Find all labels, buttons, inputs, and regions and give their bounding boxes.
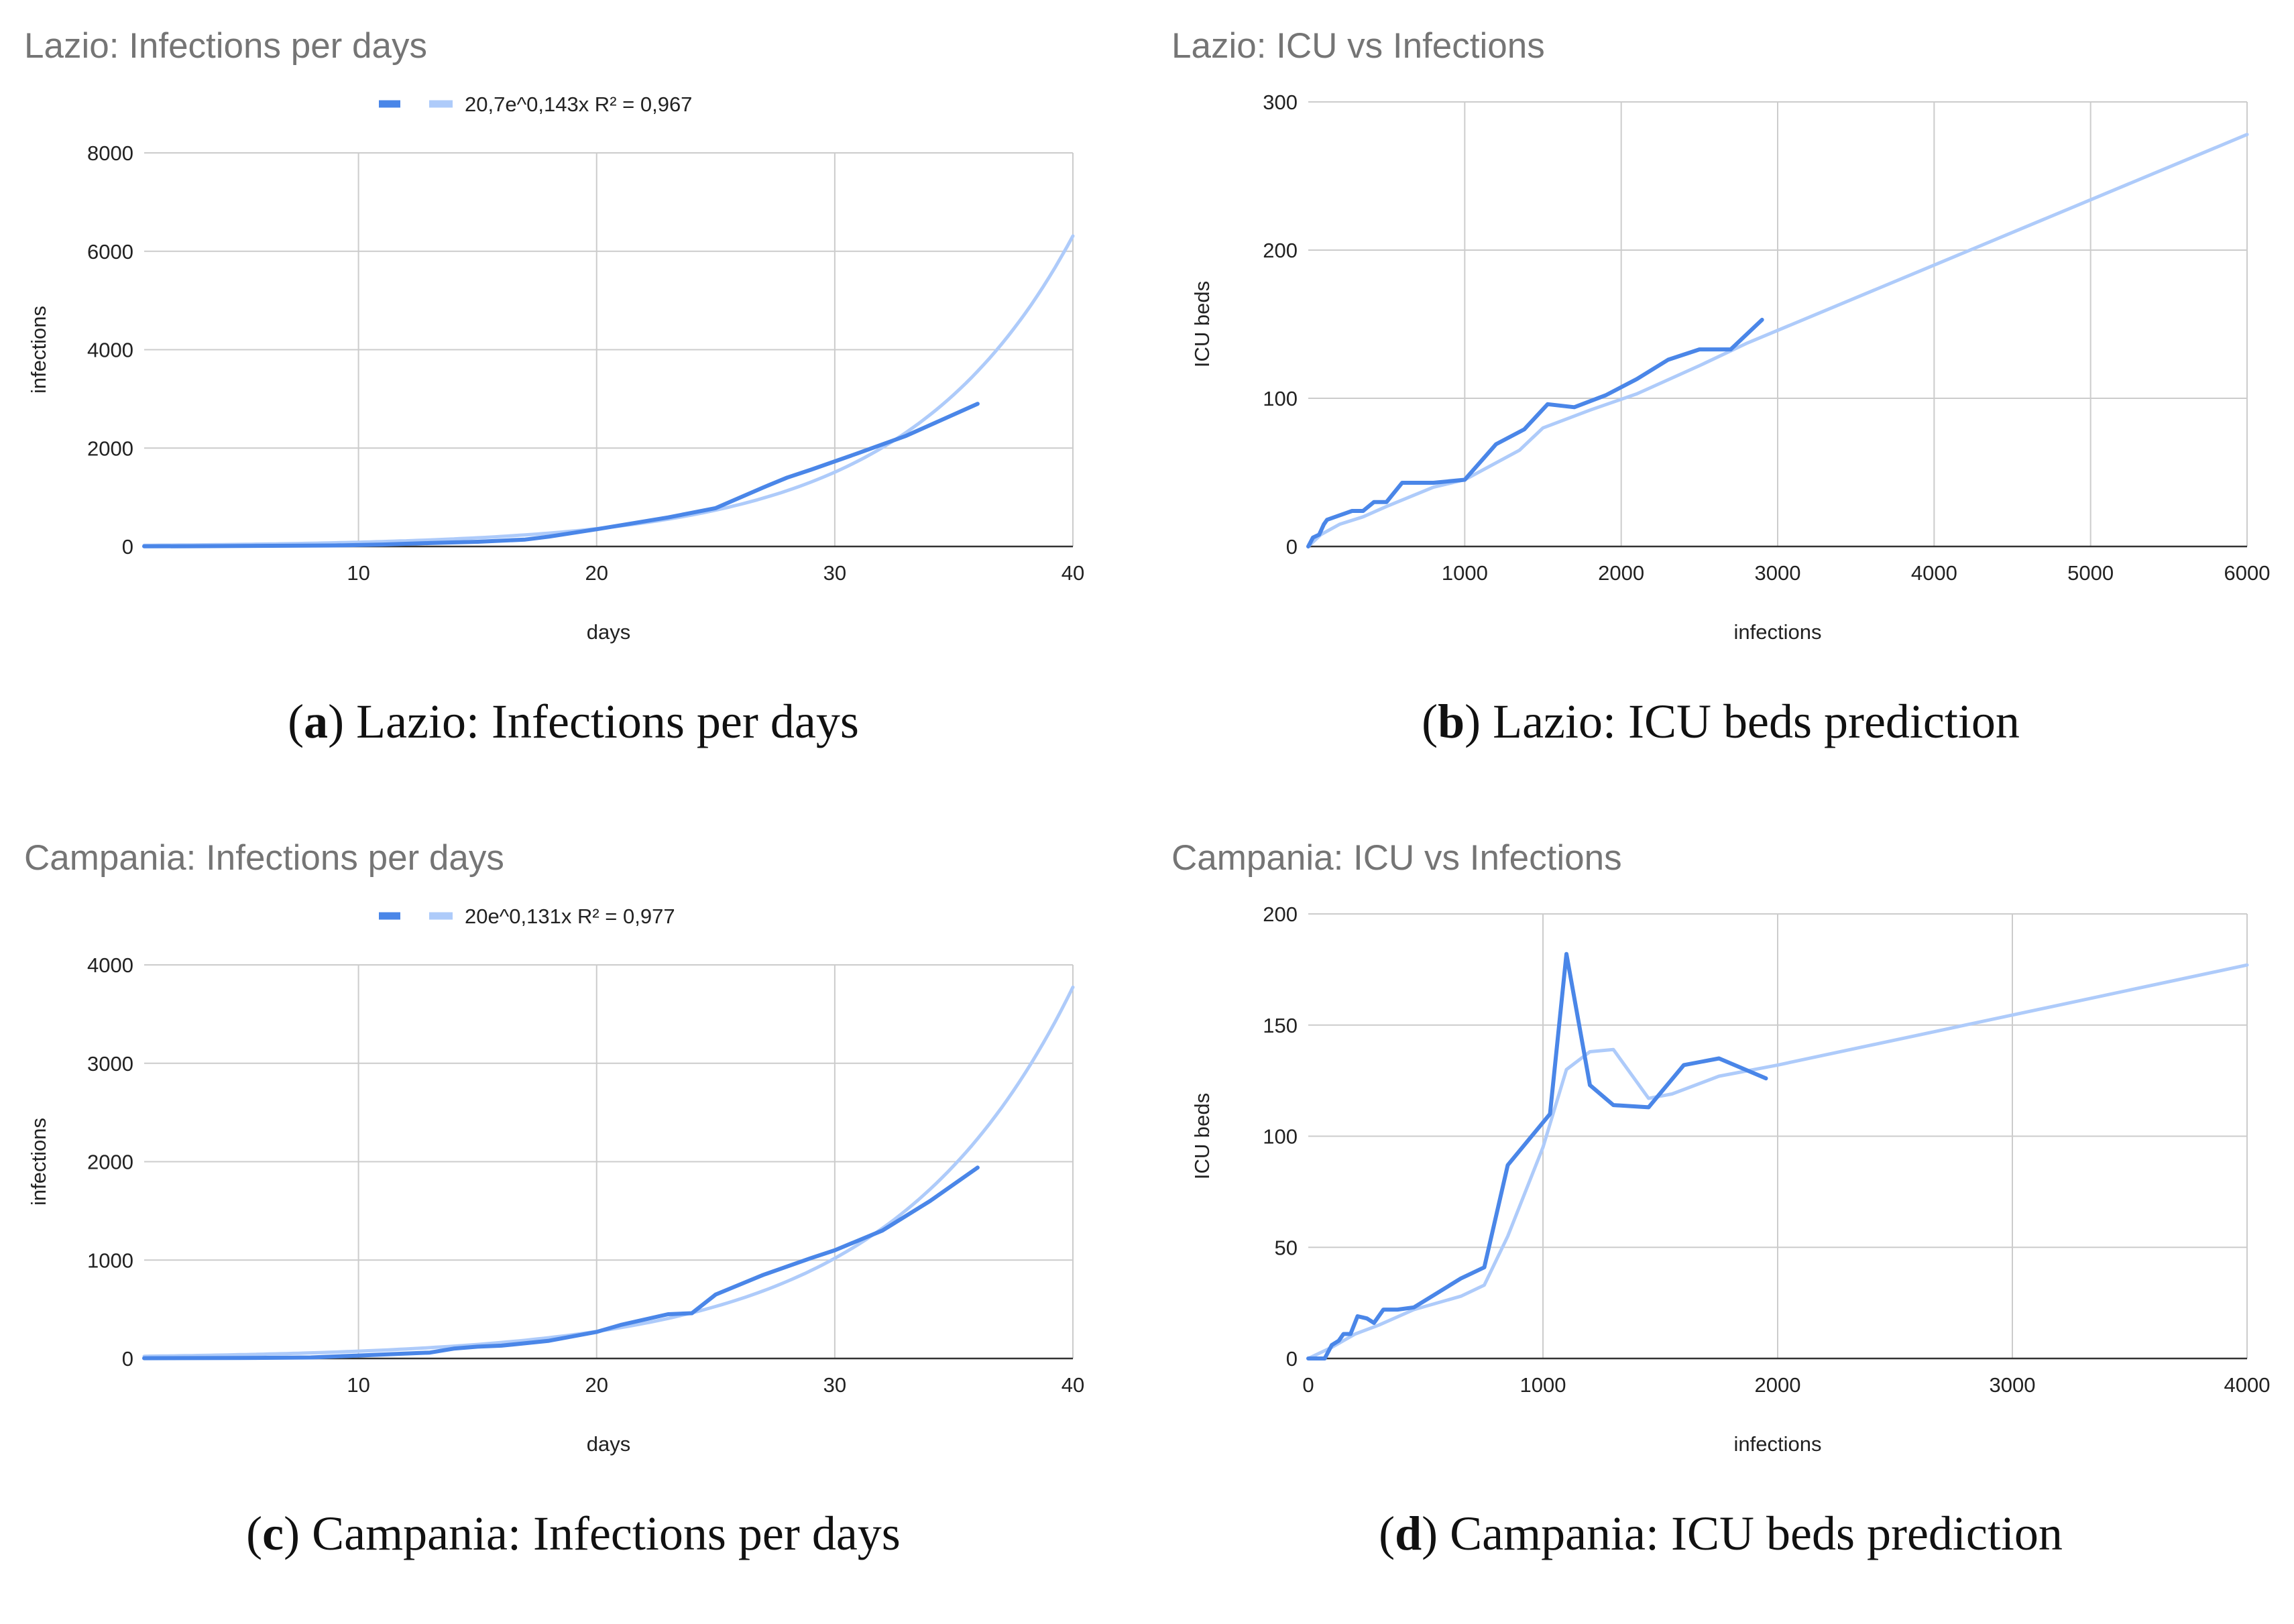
- x-tick-label: 4000: [2224, 1373, 2271, 1397]
- y-tick-label: 2000: [87, 1151, 133, 1174]
- x-axis-label: infections: [1734, 620, 1822, 644]
- caption-c: (c) Campania: Infections per days: [246, 1507, 901, 1560]
- x-tick-label: 2000: [1755, 1373, 1801, 1397]
- x-axis-label: days: [587, 620, 630, 644]
- caption-letter: b: [1438, 695, 1465, 748]
- panel-b: Lazio: ICU vs Infections 0 100 200 300 1000 20…: [1147, 0, 2294, 812]
- caption-a: (a) Lazio: Infections per days: [288, 695, 859, 748]
- x-tick-label: 30: [823, 561, 846, 585]
- legend-label-trend: 20e^0,131x R² = 0,977: [465, 905, 675, 928]
- x-tick-label: 10: [347, 1373, 369, 1397]
- y-tick-label: 100: [1263, 387, 1298, 410]
- x-tick-label: 40: [1062, 561, 1084, 585]
- chart-title: Lazio: Infections per days: [24, 26, 427, 66]
- y-tick-label: 0: [122, 535, 133, 559]
- chart-campania-icu-vs-infections: Campania: ICU vs Infections0501001502000…: [1171, 838, 2271, 1456]
- caption-b: (b) Lazio: ICU beds prediction: [1422, 695, 2020, 748]
- x-tick-label: 1000: [1520, 1373, 1566, 1397]
- caption-d: (d) Campania: ICU beds prediction: [1379, 1507, 2063, 1560]
- series-line-trend: [142, 985, 1075, 1358]
- y-tick-label: 300: [1263, 91, 1298, 114]
- y-tick-label: 1000: [87, 1249, 133, 1272]
- caption-text: Lazio: Infections per days: [344, 695, 859, 748]
- panel-c: Campania: Infections per days 0 1000 2000 30…: [0, 812, 1147, 1624]
- x-tick-label: 0: [1302, 1373, 1314, 1397]
- series-line-actual: [142, 402, 980, 548]
- series-line-actual: [1306, 951, 1768, 1360]
- y-tick-label: 4000: [87, 339, 133, 362]
- caption-text: Campania: Infections per days: [300, 1507, 901, 1560]
- panel-d: Campania: ICU vs Infections 0 50 100 150 200 0…: [1147, 812, 2294, 1624]
- y-tick-label: 0: [1286, 535, 1298, 559]
- x-tick-label: 4000: [1911, 561, 1957, 585]
- y-tick-label: 4000: [87, 953, 133, 977]
- y-tick-label: 3000: [87, 1052, 133, 1076]
- caption-letter: a: [304, 695, 329, 748]
- x-axis-label: days: [587, 1432, 630, 1456]
- chart-lazio-icu-vs-infections: Lazio: ICU vs Infections 0 100 200 300 1000 20…: [1171, 26, 2271, 644]
- caption-letter: c: [262, 1507, 284, 1560]
- x-tick-label: 20: [585, 1373, 608, 1397]
- caption-text: Campania: ICU beds prediction: [1438, 1507, 2063, 1560]
- x-tick-label: 30: [823, 1373, 846, 1397]
- y-axis-label: ICU beds: [1190, 1093, 1214, 1179]
- y-tick-label: 150: [1263, 1014, 1298, 1037]
- panel-a: Lazio: Infections per days 0 2000 4000 6000 8…: [0, 0, 1147, 812]
- y-tick-label: 2000: [87, 437, 133, 460]
- legend-label-trend: 20,7e^0,143x R² = 0,967: [465, 93, 692, 116]
- x-tick-label: 3000: [1755, 561, 1801, 585]
- series-line-actual: [142, 1165, 980, 1360]
- x-tick-label: 2000: [1598, 561, 1644, 585]
- chart-campania-infections-per-days: Campania: Infections per days 0 1000 2000 30…: [24, 838, 1084, 1456]
- x-tick-label: 10: [347, 561, 369, 585]
- caption-text: Lazio: ICU beds prediction: [1481, 695, 2020, 748]
- series-line-actual: [1306, 317, 1764, 548]
- y-tick-label: 8000: [87, 141, 133, 165]
- series-line-trend: [1306, 963, 2249, 1360]
- series-line-trend: [142, 234, 1075, 547]
- y-tick-label: 100: [1263, 1125, 1298, 1149]
- series-line-trend: [1306, 133, 2249, 548]
- chart-title: Lazio: ICU vs Infections: [1171, 26, 1545, 66]
- y-axis-label: ICU beds: [1190, 281, 1214, 367]
- y-tick-label: 200: [1263, 903, 1298, 926]
- x-tick-label: 20: [585, 561, 608, 585]
- x-tick-label: 5000: [2067, 561, 2114, 585]
- x-tick-label: 1000: [1442, 561, 1488, 585]
- y-axis-label: infections: [27, 1118, 50, 1206]
- x-tick-label: 3000: [1990, 1373, 2036, 1397]
- y-axis-label: infections: [27, 306, 50, 394]
- y-tick-label: 0: [1286, 1347, 1298, 1371]
- chart-title: Campania: ICU vs Infections: [1171, 838, 1622, 878]
- caption-letter: d: [1395, 1507, 1422, 1560]
- chart-lazio-infections-per-days: Lazio: Infections per days 0 2000 4000 6000 8…: [24, 26, 1084, 644]
- chart-title: Campania: Infections per days: [24, 838, 504, 878]
- x-axis-label: infections: [1734, 1432, 1822, 1456]
- x-tick-label: 6000: [2224, 561, 2271, 585]
- y-tick-label: 50: [1275, 1236, 1298, 1259]
- x-tick-label: 40: [1062, 1373, 1084, 1397]
- y-tick-label: 200: [1263, 239, 1298, 262]
- y-tick-label: 0: [122, 1347, 133, 1371]
- y-tick-label: 6000: [87, 240, 133, 264]
